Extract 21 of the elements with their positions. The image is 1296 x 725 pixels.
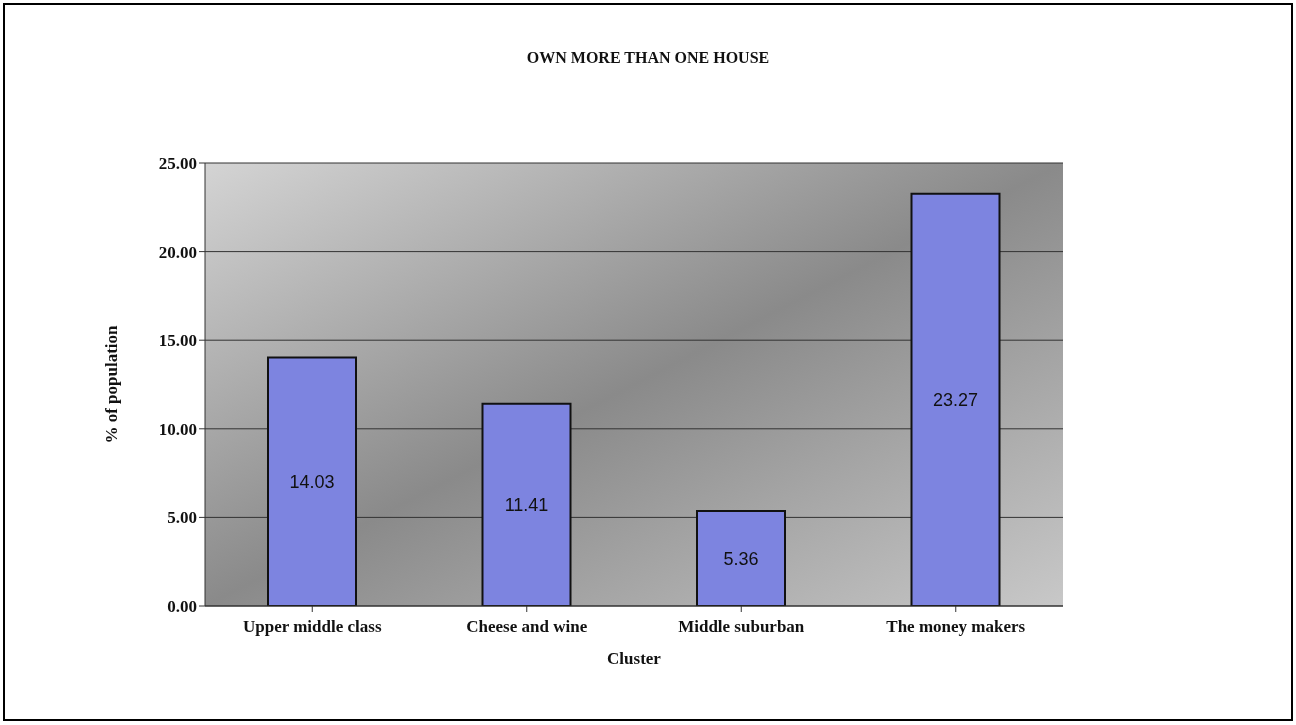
x-axis-title: Cluster [607, 649, 662, 668]
data-label: 5.36 [723, 548, 759, 569]
y-tick-label: 0.00 [167, 597, 197, 617]
y-tick-label: 15.00 [158, 331, 197, 351]
x-tick-label: Cheese and wine [466, 617, 588, 637]
y-axis-title: % of population [102, 324, 122, 444]
bar [910, 192, 1001, 606]
chart-title: OWN MORE THAN ONE HOUSE [525, 49, 771, 67]
bar [267, 356, 357, 606]
bar [481, 402, 572, 606]
y-tick-label: 25.00 [158, 154, 197, 174]
data-label: 23.27 [932, 390, 979, 411]
y-tick-label: 10.00 [158, 419, 197, 439]
y-tick-label: 20.00 [158, 242, 197, 262]
x-tick-label: The money makers [886, 617, 1026, 637]
data-label: 14.03 [289, 472, 335, 493]
bar [696, 510, 786, 606]
data-label: 11.41 [504, 495, 549, 516]
x-tick-label: Upper middle class [242, 617, 382, 637]
y-tick-label: 5.00 [167, 508, 197, 528]
x-tick-label: Middle suburban [678, 617, 805, 637]
